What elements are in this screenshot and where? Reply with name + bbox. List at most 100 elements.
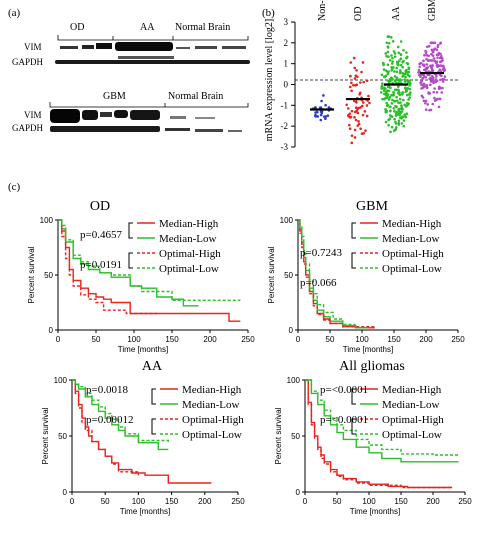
- scatter-point: [395, 99, 399, 103]
- km-p-value: p=0.00012: [86, 414, 133, 426]
- km-curve-optimal-low: [305, 379, 459, 456]
- scatter-point: [385, 54, 388, 58]
- scatter-point: [397, 107, 401, 111]
- scatter-point: [359, 127, 362, 131]
- scatter-point: [387, 81, 391, 84]
- panel-c-label: (c): [8, 181, 21, 193]
- scatter-point: [354, 118, 358, 122]
- scatter-point: [427, 44, 431, 48]
- scatter-point: [431, 50, 435, 53]
- scatter-point: [350, 134, 354, 137]
- km-x-tick-label: 200: [203, 335, 217, 344]
- scatter-point: [365, 79, 369, 83]
- km-x-tick-label: 100: [362, 497, 376, 506]
- scatter-point: [401, 115, 404, 119]
- blot2-row-vim: VIM: [24, 110, 42, 120]
- scatter-point: [390, 93, 393, 97]
- scatter-point: [395, 70, 399, 74]
- km-bracket-median: [151, 388, 156, 405]
- scatter-point: [319, 110, 323, 113]
- scatter-point: [437, 105, 441, 109]
- km-x-tick-label: 250: [458, 497, 472, 506]
- blot1-row-gapdh: GAPDH: [12, 57, 44, 67]
- scatter-point: [352, 83, 355, 87]
- scatter-point: [431, 77, 435, 80]
- scatter-point: [390, 69, 393, 72]
- scatter-point: [384, 52, 388, 55]
- scatter-point: [390, 115, 393, 118]
- scatter-point: [399, 63, 403, 67]
- scatter-point: [368, 101, 371, 105]
- scatter-point: [398, 71, 402, 75]
- scatter-point: [421, 63, 425, 67]
- km-bracket-optimal: [351, 418, 356, 435]
- blot1-gapdh-bands: [55, 56, 250, 64]
- scatter-point: [435, 53, 439, 57]
- scatter-point: [390, 62, 394, 65]
- km-curve-optimal-high: [305, 379, 453, 489]
- scatter-point: [390, 102, 394, 105]
- scatter-point: [425, 84, 429, 87]
- scatter-point: [405, 112, 409, 115]
- scatter-point: [350, 89, 353, 93]
- scatter-point: [396, 62, 399, 66]
- scatter-point: [404, 88, 408, 91]
- scatter-point: [365, 104, 369, 107]
- km-y-tick-label: 100: [54, 376, 68, 385]
- scatter-point: [391, 60, 394, 63]
- km-y-tick-label: 0: [296, 488, 301, 497]
- scatter-point: [367, 94, 370, 98]
- scatter-y-tick-label: 3: [284, 17, 289, 27]
- scatter-point: [425, 86, 429, 90]
- scatter-y-tick-label: -1: [281, 100, 289, 110]
- scatter-point: [402, 124, 406, 128]
- scatter-point: [353, 136, 357, 139]
- km-x-tick-label: 100: [132, 497, 146, 506]
- scatter-point: [396, 60, 400, 64]
- scatter-point: [435, 60, 439, 63]
- km-title: GBM: [356, 199, 388, 214]
- scatter-point: [353, 128, 357, 132]
- scatter-point: [383, 88, 386, 92]
- blot2-vim-bands: [50, 109, 215, 123]
- scatter-point: [380, 87, 383, 90]
- scatter-point: [423, 53, 426, 57]
- scatter-point: [430, 66, 433, 69]
- km-x-tick-label: 0: [303, 497, 308, 506]
- scatter-point: [436, 56, 439, 59]
- scatter-point: [431, 69, 435, 72]
- km-curve-optimal-low: [298, 219, 356, 326]
- scatter-point: [361, 61, 365, 64]
- scatter-point: [434, 78, 438, 81]
- scatter-point: [430, 52, 433, 56]
- scatter-point: [382, 86, 386, 90]
- scatter-point: [386, 46, 390, 49]
- scatter-point: [428, 77, 432, 81]
- scatter-point: [365, 114, 369, 118]
- scatter-point: [433, 41, 437, 45]
- scatter-series-non-tumor: [310, 94, 334, 122]
- km-y-tick-label: 100: [280, 216, 294, 225]
- km-y-tick-label: 100: [40, 216, 54, 225]
- scatter-point: [424, 49, 427, 53]
- western-blot-1: OD AA Normal Brain VIM GAPDH GBM Normal …: [12, 22, 250, 133]
- scatter-point: [408, 82, 412, 86]
- scatter-point: [352, 56, 356, 60]
- km-p-value: p=<0.0001: [320, 414, 368, 426]
- scatter-point: [322, 94, 325, 97]
- km-y-label: Percent survival: [41, 407, 50, 464]
- scatter-point: [441, 64, 444, 68]
- scatter-category-label: GBM: [427, 0, 438, 21]
- blot1-group-aa: AA: [140, 22, 155, 33]
- scatter-point: [393, 80, 397, 83]
- scatter-point: [382, 92, 386, 96]
- km-x-label: Time [months]: [350, 507, 400, 516]
- scatter-point: [362, 80, 366, 84]
- scatter-point: [427, 59, 430, 63]
- scatter-point: [439, 60, 443, 63]
- km-x-tick-label: 250: [231, 497, 245, 506]
- scatter-point: [393, 52, 397, 55]
- scatter-point: [385, 41, 389, 45]
- scatter-point: [399, 101, 402, 104]
